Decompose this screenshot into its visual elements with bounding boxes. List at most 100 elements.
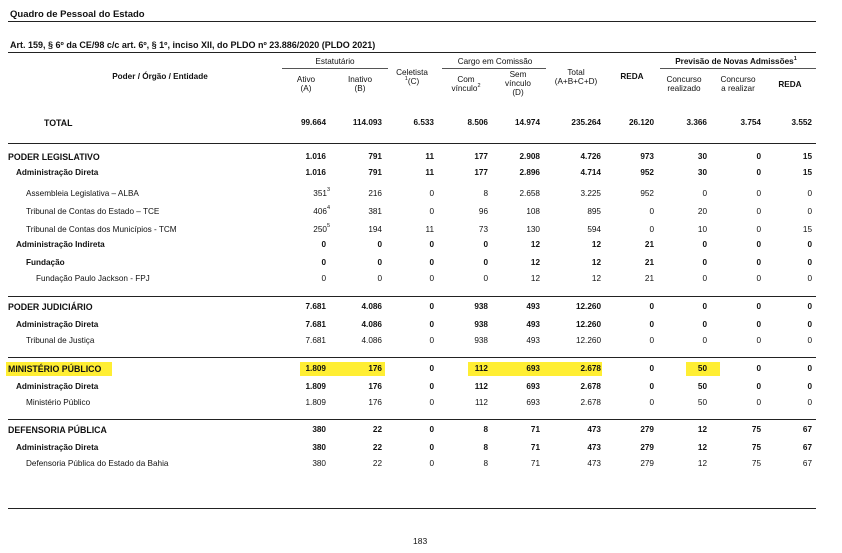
cell-inativo: 22 <box>372 443 382 452</box>
cell-celetista: 0 <box>429 382 434 391</box>
table-row: Tribunal de Contas dos Municípios - TCM 2… <box>8 223 816 238</box>
cell-com: 0 <box>483 274 488 283</box>
cell-celetista: 0 <box>429 320 434 329</box>
article-reference: Art. 159, § 6º da CE/98 c/c art. 6º, § 1… <box>10 40 376 50</box>
cell-reda: 0 <box>649 382 654 391</box>
cell-sem: 12 <box>530 274 540 283</box>
cell-com: 8 <box>483 459 488 468</box>
cell-reda2: 0 <box>807 189 812 198</box>
cell-sem: 14.974 <box>514 118 540 127</box>
cell-sem: 2.896 <box>519 168 541 177</box>
previsao-rule <box>660 68 816 69</box>
cargo-rule <box>442 68 546 69</box>
table-row: Fundação 0 0 0 0 12 12 21 0 0 0 <box>8 258 816 271</box>
cell-total: 12.260 <box>575 302 601 311</box>
row-label: Administração Direta <box>16 320 99 329</box>
cell-total: 473 <box>587 425 601 434</box>
cell-inativo: 0 <box>377 274 382 283</box>
cell-com: 8.506 <box>467 118 489 127</box>
cell-reda: 26.120 <box>628 118 654 127</box>
cell-reda2: 0 <box>807 382 812 391</box>
cell-total: 12 <box>591 258 601 267</box>
cell-reda2: 0 <box>807 336 812 345</box>
row-label: Ministério Público <box>26 398 91 407</box>
cell-com: 177 <box>474 152 488 161</box>
cell-cr: 30 <box>697 168 707 177</box>
cell-sem: 493 <box>526 302 540 311</box>
cell-celetista: 0 <box>429 258 434 267</box>
table-row: Defensoria Pública do Estado da Bahia 380… <box>8 459 816 472</box>
cell-celetista: 0 <box>429 274 434 283</box>
cell-car: 0 <box>756 398 761 407</box>
cell-car: 0 <box>756 240 761 249</box>
cell-total: 473 <box>587 459 601 468</box>
cell-car: 0 <box>756 207 761 216</box>
cell-reda2: 0 <box>807 207 812 216</box>
cell-ativo: 1.016 <box>305 152 327 161</box>
cell-reda: 0 <box>649 302 654 311</box>
cell-cr: 0 <box>702 258 707 267</box>
cell-com: 8 <box>483 189 488 198</box>
cell-com: 112 <box>474 398 488 407</box>
cell-sem: 12 <box>530 240 540 249</box>
cell-car: 0 <box>756 225 761 234</box>
cell-reda: 0 <box>649 336 654 345</box>
cell-car: 0 <box>756 336 761 345</box>
header-cargo: Cargo em Comissão <box>457 57 533 66</box>
cell-inativo: 194 <box>368 225 382 234</box>
cell-com: 0 <box>483 240 488 249</box>
cell-reda: 952 <box>640 189 654 198</box>
cell-reda2: 0 <box>807 302 812 311</box>
cell-celetista: 0 <box>429 425 434 434</box>
cell-ativo: 1.809 <box>305 398 327 407</box>
highlight-mp-estatutario <box>300 362 385 376</box>
cell-inativo: 0 <box>377 240 382 249</box>
cell-inativo: 791 <box>368 152 382 161</box>
cell-sem: 108 <box>526 207 540 216</box>
cell-reda: 0 <box>649 398 654 407</box>
cell-car: 75 <box>751 425 761 434</box>
cell-total: 2.678 <box>580 382 602 391</box>
document-title: Quadro de Pessoal do Estado <box>10 9 145 20</box>
cell-total: 2.678 <box>580 364 602 373</box>
header-concurso-realizado: Concurso realizado <box>666 75 702 93</box>
cell-inativo: 4.086 <box>361 302 383 311</box>
cell-celetista: 0 <box>429 336 434 345</box>
header-sem-vinculo: Sem vínculo (D) <box>505 70 531 97</box>
cell-celetista: 0 <box>429 240 434 249</box>
cell-ativo: 380 <box>312 443 326 452</box>
cell-reda2: 0 <box>807 258 812 267</box>
cell-reda2: 67 <box>802 443 812 452</box>
cell-reda2: 0 <box>807 274 812 283</box>
table-row: Tribunal de Justiça 7.681 4.086 0 938 493 12.2… <box>8 336 816 349</box>
section-rule <box>8 357 816 358</box>
cell-reda2: 67 <box>802 425 812 434</box>
cell-reda2: 15 <box>802 168 812 177</box>
cell-com: 0 <box>483 258 488 267</box>
cell-car: 0 <box>756 258 761 267</box>
table-row: PODER JUDICIÁRIO 7.681 4.086 0 938 493 12.260 0… <box>8 302 816 315</box>
section-rule <box>8 419 816 420</box>
cell-sem: 130 <box>526 225 540 234</box>
cell-cr: 0 <box>702 336 707 345</box>
cell-com: 73 <box>478 225 488 234</box>
cell-reda: 952 <box>640 168 654 177</box>
cell-inativo: 176 <box>368 382 382 391</box>
cell-total: 12 <box>591 274 601 283</box>
cell-ativo: 7.681 <box>305 320 327 329</box>
cell-car: 3.754 <box>740 118 762 127</box>
cell-cr: 12 <box>697 425 707 434</box>
cell-reda2: 15 <box>802 152 812 161</box>
cell-cr: 0 <box>702 302 707 311</box>
cell-reda: 279 <box>640 425 654 434</box>
cell-total: 4.726 <box>580 152 602 161</box>
row-label: Administração Indireta <box>16 240 105 249</box>
cell-reda: 21 <box>644 240 654 249</box>
cell-car: 0 <box>756 364 761 373</box>
cell-sem: 693 <box>526 364 540 373</box>
section-rule <box>8 143 816 144</box>
highlight-mp-label <box>6 362 112 376</box>
cell-cr: 10 <box>697 225 707 234</box>
cell-total: 12 <box>591 240 601 249</box>
cell-sem: 693 <box>526 398 540 407</box>
